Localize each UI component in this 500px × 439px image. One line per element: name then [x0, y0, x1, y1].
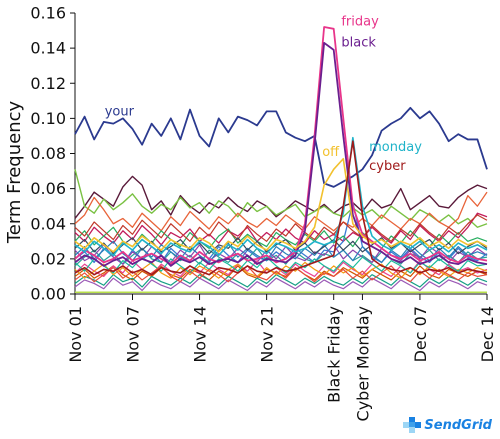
y-tick-label: 0.10	[30, 109, 66, 128]
x-tick-label: Dec 07	[411, 306, 430, 362]
series-line	[74, 191, 488, 232]
x-tick-label: Cyber Monday	[353, 306, 372, 421]
annotation-cyber: cyber	[369, 159, 406, 174]
series-line-cyber	[74, 140, 488, 276]
chart-annotations: your friday black off monday cyber	[105, 14, 423, 174]
sendgrid-logo-text: SendGrid	[424, 417, 492, 433]
y-tick-label: 0.14	[30, 39, 66, 58]
x-tick-label: Nov 14	[191, 306, 210, 363]
series-line	[74, 169, 488, 228]
series-line	[74, 277, 488, 292]
series-line-your	[74, 106, 488, 188]
series-line	[74, 240, 488, 263]
x-tick-label: Nov 07	[123, 306, 142, 363]
y-tick-label: 0.08	[30, 144, 66, 163]
x-tick-label: Black Friday	[325, 306, 344, 403]
y-tick-label: 0.02	[30, 249, 66, 268]
series-line	[74, 237, 488, 255]
series-line-monday	[74, 136, 488, 257]
x-tick-label: Nov 01	[66, 306, 85, 363]
series-line-off	[74, 157, 488, 253]
y-tick-label: 0.12	[30, 74, 66, 93]
series-line	[74, 274, 488, 288]
series-line-black	[74, 41, 488, 267]
x-tick-label: Dec 14	[478, 306, 497, 362]
annotation-friday: friday	[341, 14, 379, 29]
annotation-black: black	[341, 35, 376, 50]
annotation-your: your	[105, 105, 135, 120]
series-line	[74, 212, 488, 246]
sendgrid-logo-icon	[403, 417, 422, 433]
chart-series	[74, 26, 488, 293]
y-tick-label: 0.06	[30, 179, 66, 198]
annotation-off: off	[322, 145, 340, 160]
x-tick-label: Nov 21	[258, 306, 277, 363]
annotation-monday: monday	[369, 140, 422, 155]
sendgrid-logo: SendGrid	[403, 417, 492, 433]
chart-axes: 0.00 0.02 0.04 0.06 0.08 0.10 0.12 0.14 0.16 Nov …	[30, 4, 497, 422]
y-tick-label: 0.16	[30, 4, 66, 23]
y-axis-label: Term Frequency	[4, 100, 25, 244]
y-tick-label: 0.00	[30, 285, 66, 304]
y-tick-label: 0.04	[30, 214, 66, 233]
series-line	[74, 214, 488, 242]
series-line	[74, 175, 488, 219]
